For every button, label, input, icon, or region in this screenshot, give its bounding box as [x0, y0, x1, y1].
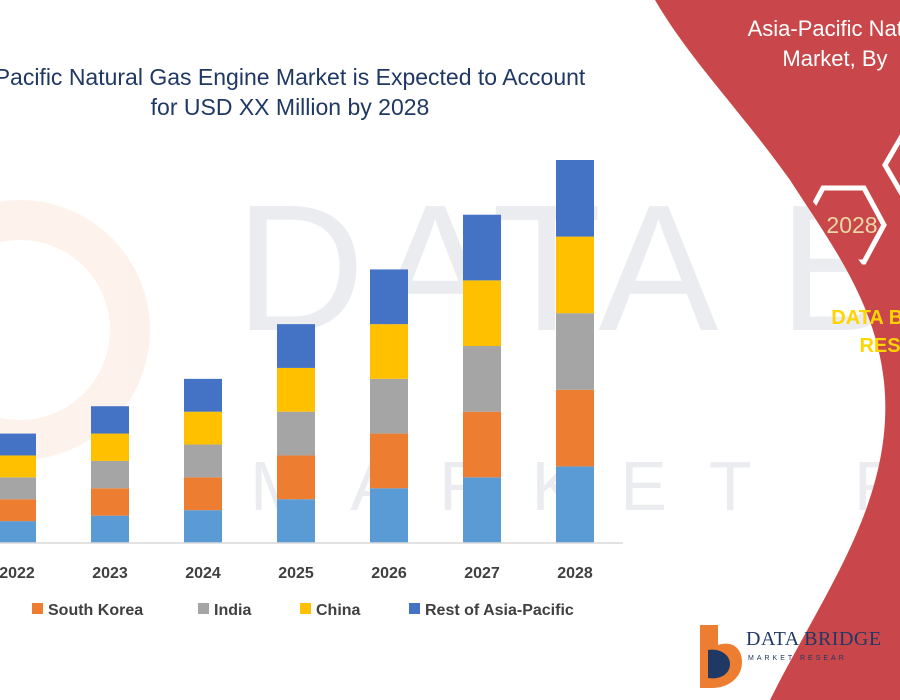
bar-2028-segment-4: [556, 236, 594, 314]
bar-2027-segment-5: [463, 214, 501, 281]
legend-label-south-korea: South Korea: [48, 602, 143, 619]
bar-2022-segment-3: [0, 477, 36, 500]
bar-2024-segment-3: [184, 444, 222, 478]
x-tick-label-2026: 2026: [371, 565, 407, 582]
bar-2023-segment-3: [91, 460, 129, 489]
watermark: DATA BRID MARKET RE: [0, 168, 900, 525]
legend-swatch-china: [300, 603, 311, 614]
chart-area: [0, 160, 594, 543]
panel-title-line-1: Asia-Pacific Natur: [747, 16, 900, 41]
bar-2026-segment-2: [370, 433, 408, 489]
bar-2025-segment-4: [277, 367, 315, 412]
logo-mark-navy: [708, 649, 730, 679]
x-tick-label-2024: 2024: [185, 565, 221, 582]
bar-2026-segment-1: [370, 488, 408, 543]
bar-2024-segment-5: [184, 378, 222, 412]
bar-2026-segment-3: [370, 378, 408, 434]
legend-swatch-india: [198, 603, 209, 614]
logo-mark: [700, 625, 742, 688]
legend-label-china: China: [316, 602, 361, 619]
bar-2023-segment-4: [91, 433, 129, 461]
bar-2025-segment-3: [277, 411, 315, 456]
legend-swatch-south-korea: [32, 603, 43, 614]
bar-2026-segment-4: [370, 324, 408, 379]
legend-label-rest-of-asia-pacific: Rest of Asia-Pacific: [425, 602, 574, 619]
hexagon-year-label: 2028: [826, 212, 878, 238]
x-tick-label-2028: 2028: [557, 565, 593, 582]
bar-2025-segment-1: [277, 499, 315, 543]
bar-2028-segment-2: [556, 389, 594, 467]
bar-2027-segment-4: [463, 280, 501, 347]
bar-2023-segment-1: [91, 515, 129, 543]
bar-2022-segment-4: [0, 455, 36, 478]
legend-swatch-rest-of-asia-pacific: [409, 603, 420, 614]
logo-tagline: MARKET RESEAR: [748, 655, 847, 662]
x-tick-label-2023: 2023: [92, 565, 128, 582]
bar-2025-segment-5: [277, 324, 315, 368]
x-tick-label-2025: 2025: [278, 565, 314, 582]
chart-title-line-2: for USD XX Million by 2028: [150, 94, 430, 120]
bar-2022-segment-2: [0, 499, 36, 522]
bar-2028-segment-5: [556, 160, 594, 237]
bar-2024-segment-4: [184, 411, 222, 445]
bar-2027-segment-2: [463, 411, 501, 478]
side-panel-shape: [655, 0, 900, 700]
panel-title: Asia-Pacific Natur Market, By: [705, 14, 900, 74]
bar-2028-segment-3: [556, 313, 594, 390]
bar-2027-segment-3: [463, 346, 501, 412]
x-tick-label-2022: 2022: [0, 565, 35, 582]
panel-brand-line-1: DATA BRII: [831, 307, 900, 329]
legend: South Korea India China Rest of Asia-Pacifi…: [32, 602, 574, 619]
panel-brand: DATA BRII RES: [780, 304, 900, 360]
bar-2022-segment-5: [0, 433, 36, 456]
logo-name: DATA BRIDGE: [746, 628, 882, 650]
bar-2023-segment-2: [91, 488, 129, 516]
bar-2023-segment-5: [91, 406, 129, 434]
bar-2026-segment-5: [370, 269, 408, 325]
x-tick-labels: 2022 2023 2024 2025 2026 2027 2028: [0, 565, 593, 582]
panel-title-line-2: Market, By: [782, 46, 888, 71]
chart-title-line-1: Pacific Natural Gas Engine Market is Exp…: [0, 64, 586, 90]
bar-2022-segment-1: [0, 521, 36, 543]
legend-label-india: India: [214, 602, 251, 619]
panel-brand-line-2: RES: [859, 335, 900, 357]
bar-2024-segment-2: [184, 477, 222, 511]
chart-title: Pacific Natural Gas Engine Market is Exp…: [0, 62, 620, 122]
bar-2024-segment-1: [184, 510, 222, 543]
bar-2025-segment-2: [277, 455, 315, 500]
x-tick-label-2027: 2027: [464, 565, 500, 582]
bar-2028-segment-1: [556, 466, 594, 543]
bar-2027-segment-1: [463, 477, 501, 543]
